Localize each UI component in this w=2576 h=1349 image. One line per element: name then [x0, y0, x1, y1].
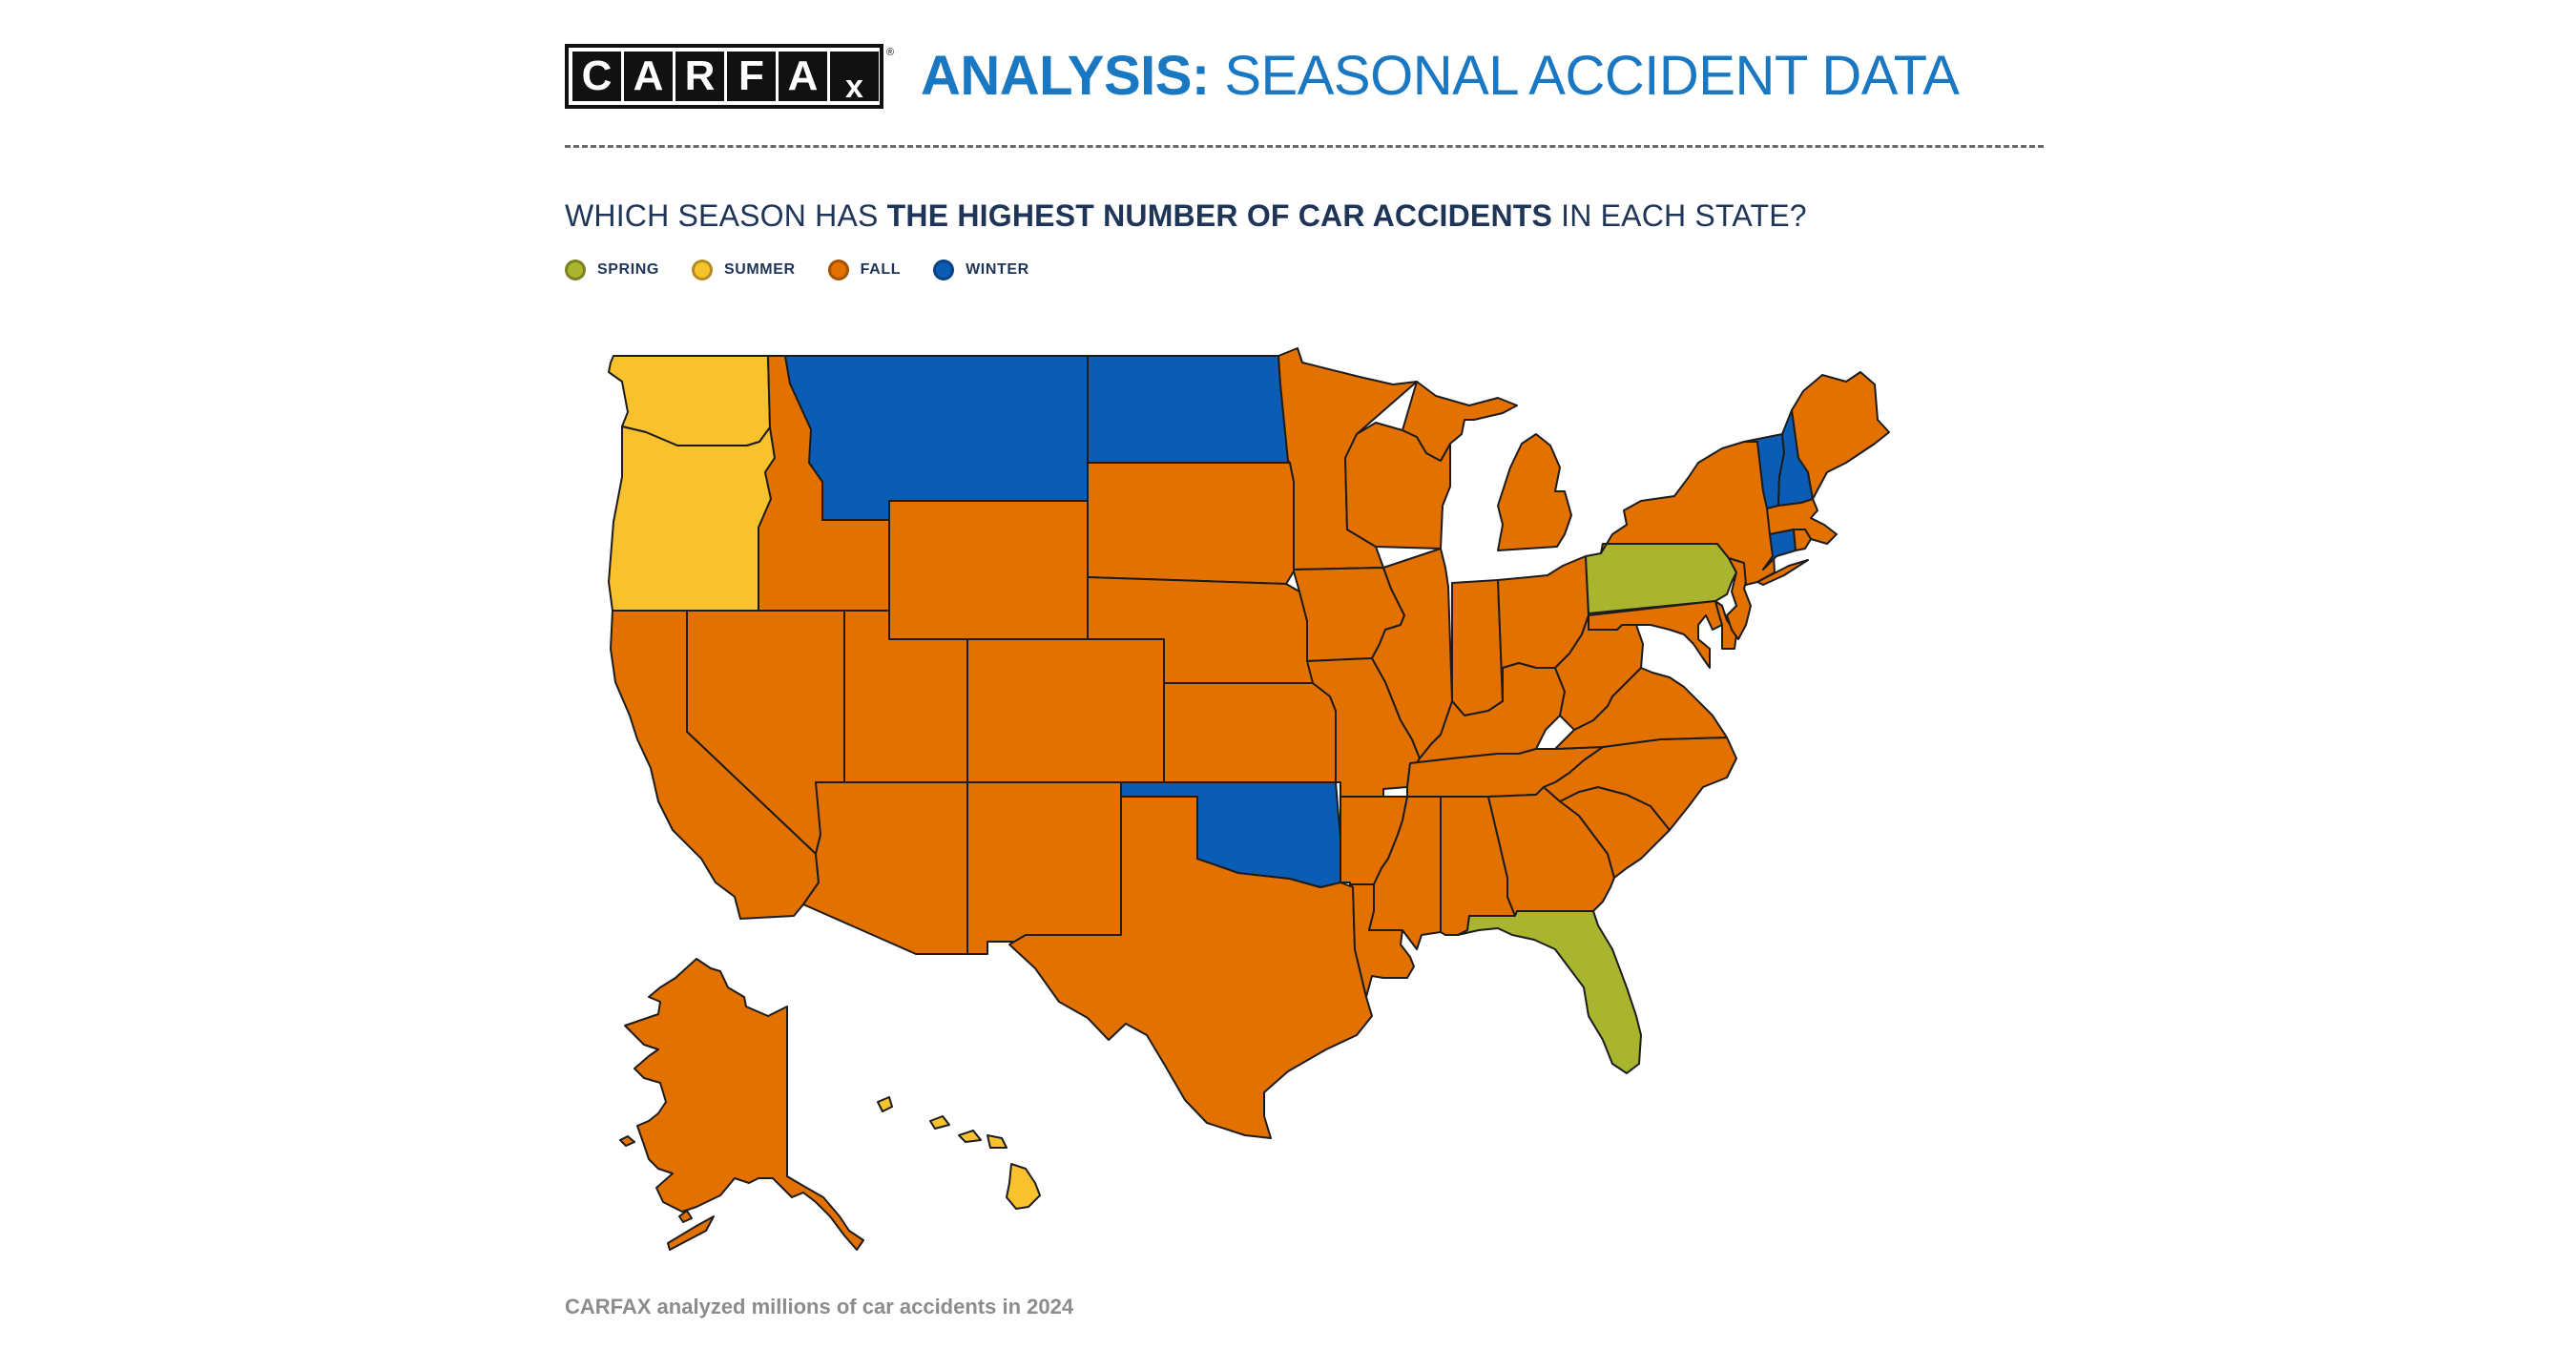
state-mt: [784, 355, 1089, 523]
legend-label-spring: SPRING: [597, 261, 659, 278]
legend-label-fall: FALL: [860, 261, 902, 278]
question-post: IN EACH STATE?: [1552, 198, 1807, 233]
state-wy: [888, 500, 1089, 640]
state-ms: [1368, 796, 1442, 950]
dashed-divider: [565, 145, 2044, 148]
logo-tile: [830, 52, 879, 101]
summer-swatch-icon: [691, 259, 713, 280]
state-nd: [1087, 355, 1291, 464]
state-sd: [1087, 462, 1295, 585]
logo-letter: C: [582, 52, 613, 99]
state-il: [1371, 548, 1453, 759]
winter-swatch-icon: [933, 259, 955, 280]
state-mi: [1402, 381, 1572, 551]
state-me: [1791, 371, 1890, 500]
state-fl: [1457, 910, 1642, 1074]
legend-item-fall: FALL: [827, 259, 902, 280]
state-in: [1451, 579, 1504, 716]
state-hi: [877, 1096, 1041, 1210]
question-strong: THE HIGHEST NUMBER OF CAR ACCIDENTS: [886, 198, 1553, 233]
logo-tile: [675, 52, 724, 101]
state-ri: [1793, 529, 1812, 551]
footnote: CARFAX analyzed millions of car accident…: [565, 1295, 1074, 1318]
state-or: [608, 425, 776, 612]
logo-tile: [624, 52, 673, 101]
fall-swatch-icon: [827, 259, 849, 280]
logo-letter: R: [685, 52, 716, 99]
logo-tile: [779, 52, 827, 101]
state-ks: [1163, 682, 1337, 783]
logo-letter: A: [634, 52, 664, 99]
legend-label-summer: SUMMER: [723, 261, 796, 278]
map-question: WHICH SEASON HAS THE HIGHEST NUMBER OF C…: [565, 197, 1807, 235]
state-ak: [619, 958, 864, 1251]
legend-item-spring: SPRING: [565, 259, 659, 280]
state-md: [1588, 600, 1723, 669]
legend-label-winter: WINTER: [966, 261, 1029, 278]
title-light: SEASONAL ACCIDENT DATA: [1209, 45, 1960, 107]
state-nc: [1543, 737, 1737, 831]
state-de: [1714, 600, 1737, 650]
registered-mark: ®: [886, 47, 894, 58]
us-season-map: [608, 347, 1890, 1251]
state-wv: [1554, 614, 1644, 731]
state-az: [802, 781, 968, 955]
state-ok: [1120, 781, 1341, 888]
legend-item-summer: SUMMER: [691, 259, 796, 280]
logo-letter: x: [845, 69, 863, 105]
logo-tile: [727, 52, 776, 101]
logo-letter: A: [788, 52, 819, 99]
title-strong: ANALYSIS:: [921, 45, 1210, 107]
state-nm: [966, 781, 1122, 955]
state-co: [966, 638, 1165, 783]
logo-tile: [572, 52, 621, 101]
logo-letter: F: [738, 52, 764, 99]
question-pre: WHICH SEASON HAS: [565, 198, 887, 233]
season-legend: SPRING SUMMER FALL WINTER: [565, 256, 1062, 284]
page-title: ANALYSIS: SEASONAL ACCIDENT DATA: [921, 40, 1960, 113]
legend-item-winter: WINTER: [933, 259, 1029, 280]
spring-swatch-icon: [565, 259, 586, 280]
